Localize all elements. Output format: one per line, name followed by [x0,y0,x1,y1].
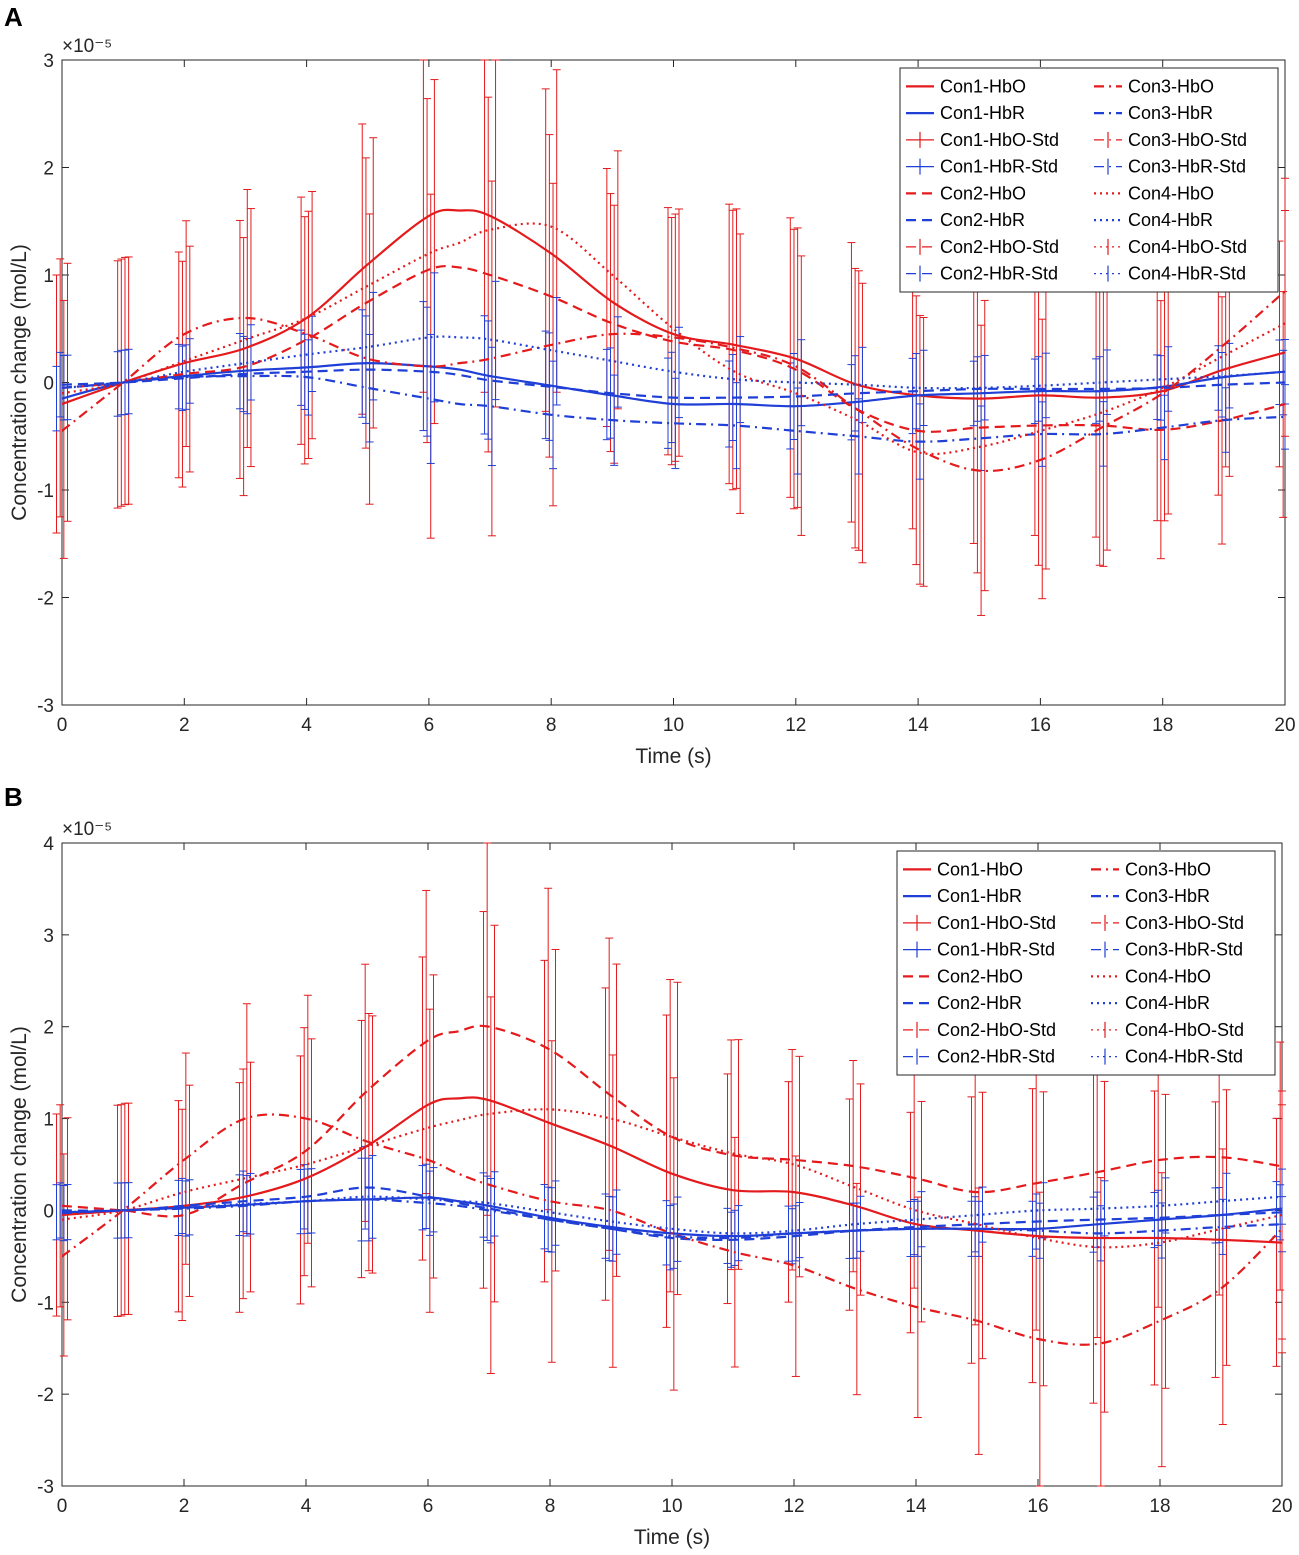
legend-entry-con3-hbo-std: Con3-HbO-Std [1125,913,1244,933]
x-tick-label: 20 [1271,1496,1292,1517]
legend-entry-con4-hbo: Con4-HbO [1125,966,1211,986]
series-con4-hbr [61,335,1286,390]
legend-entry-con2-hbo-std: Con2-HbO-Std [940,237,1059,257]
x-tick-label: 14 [908,715,930,736]
x-tick-label: 18 [1152,715,1173,736]
legend-a: Con1-HbO Con3-HbO Con1-HbR Con3-HbR Con1-HbO… [899,67,1279,293]
x-tick-label: 18 [1149,1496,1170,1517]
legend-entry-con2-hbr-std: Con2-HbR-Std [940,264,1058,284]
x-tick-label: 6 [424,715,435,736]
legend-entry-con1-hbo-std: Con1-HbO-Std [940,130,1059,150]
legend-entry-con1-hbr-std: Con1-HbR-Std [940,157,1058,177]
legend-b: Con1-HbO Con3-HbO Con1-HbR Con3-HbR Con1-HbO… [896,850,1276,1076]
x-tick-label: 2 [179,715,190,736]
legend-entry-con3-hbr-std: Con3-HbR-Std [1125,940,1243,960]
x-tick-label: 8 [545,1496,556,1517]
x-tick-label: 2 [179,1496,190,1517]
legend-entry-con2-hbr: Con2-HbR [937,993,1022,1013]
y-tick-label: -2 [37,589,54,610]
series-con1-hbr [61,361,1286,408]
legend-entry-con1-hbo-std: Con1-HbO-Std [937,913,1056,933]
legend-entry-con2-hbo: Con2-HbO [940,183,1026,203]
y-tick-label: 3 [43,51,54,72]
x-tick-label: 16 [1030,715,1051,736]
legend-entry-con4-hbo-std: Con4-HbO-Std [1125,1020,1244,1040]
series-con4-hbo [61,222,1286,456]
panel-label-a: A [4,2,23,32]
legend-entry-con2-hbr: Con2-HbR [940,210,1025,230]
y-tick-label: 1 [43,266,54,287]
y-exponent-label: ×10⁻⁵ [62,819,112,840]
series-con3-hbr [61,374,1286,443]
x-tick-label: 6 [423,1496,434,1517]
series-con3-hbo [61,1113,1283,1346]
y-tick-label: 0 [43,1201,54,1222]
y-tick-label: -1 [37,1293,54,1314]
legend-entry-con4-hbo: Con4-HbO [1128,183,1214,203]
legend-entry-con4-hbr: Con4-HbR [1125,993,1210,1013]
series-con2-hbr [61,368,1286,400]
legend-box [899,67,1279,293]
series-con2-hbr [61,1186,1283,1241]
x-tick-label: 8 [546,715,557,736]
x-tick-label: 16 [1027,1496,1048,1517]
legend-entry-con4-hbr: Con4-HbR [1128,210,1213,230]
legend-entry-con4-hbo-std: Con4-HbO-Std [1128,237,1247,257]
legend-entry-con2-hbr-std: Con2-HbR-Std [937,1047,1055,1067]
series-con3-hbo [61,290,1286,473]
legend-entry-con1-hbo: Con1-HbO [940,76,1026,96]
legend-entry-con4-hbr-std: Con4-HbR-Std [1128,264,1246,284]
series-con2-hbo [61,1024,1283,1218]
x-tick-label: 0 [57,715,68,736]
x-tick-label: 12 [783,1496,804,1517]
y-tick-label: 3 [43,926,54,947]
y-tick-label: 2 [43,1018,54,1039]
legend-box [896,850,1276,1076]
y-tick-label: -3 [37,696,54,717]
y-tick-label: -1 [37,481,54,502]
series-con3-hbr [61,1198,1283,1240]
y-axis-label: Concentration change (mol/L) [8,244,31,521]
legend-entry-con4-hbr-std: Con4-HbR-Std [1125,1047,1243,1067]
x-tick-label: 12 [785,715,806,736]
legend-entry-con3-hbr: Con3-HbR [1125,886,1210,906]
legend-entry-con2-hbo: Con2-HbO [937,966,1023,986]
series-con1-hbo [61,208,1286,406]
x-tick-label: 14 [905,1496,927,1517]
y-tick-label: -3 [37,1477,54,1498]
x-tick-label: 10 [663,715,684,736]
y-tick-label: 4 [43,834,54,855]
legend-entry-con3-hbr: Con3-HbR [1128,103,1213,123]
legend-entry-con1-hbr-std: Con1-HbR-Std [937,940,1055,960]
legend-entry-con1-hbo: Con1-HbO [937,859,1023,879]
y-exponent-label: ×10⁻⁵ [62,36,112,57]
x-tick-label: 10 [661,1496,682,1517]
x-axis-label: Time (s) [635,745,711,768]
x-tick-label: 4 [301,715,312,736]
legend-entry-con3-hbo: Con3-HbO [1128,76,1214,96]
panel-label-b: B [4,782,23,812]
y-axis-label: Concentration change (mol/L) [8,1026,31,1303]
legend-entry-con1-hbr: Con1-HbR [940,103,1025,123]
x-tick-label: 20 [1274,715,1295,736]
x-tick-label: 4 [301,1496,312,1517]
y-tick-label: 1 [43,1110,54,1131]
x-tick-label: 0 [57,1496,68,1517]
x-axis-label: Time (s) [634,1526,710,1549]
y-tick-label: 0 [43,374,54,395]
y-tick-label: 2 [43,159,54,180]
legend-entry-con3-hbo-std: Con3-HbO-Std [1128,130,1247,150]
legend-entry-con3-hbo: Con3-HbO [1125,859,1211,879]
legend-entry-con3-hbr-std: Con3-HbR-Std [1128,157,1246,177]
y-tick-label: -2 [37,1385,54,1406]
series-con1-hbo [61,1096,1283,1244]
legend-entry-con1-hbr: Con1-HbR [937,886,1022,906]
legend-entry-con2-hbo-std: Con2-HbO-Std [937,1020,1056,1040]
